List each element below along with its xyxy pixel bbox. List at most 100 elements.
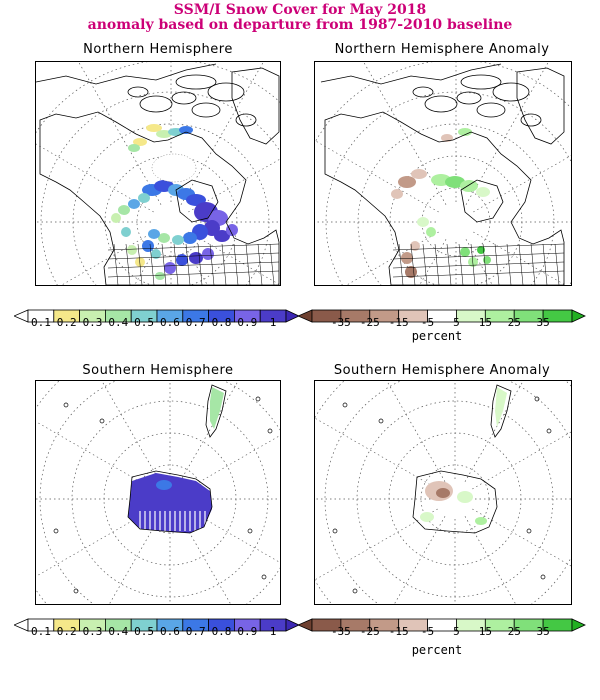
state-border <box>161 243 167 285</box>
hudson-bay-outline <box>460 179 504 223</box>
cover-tick-label: 0.3 <box>82 316 103 329</box>
anomaly-patch <box>391 189 403 199</box>
arctic-island <box>520 113 542 127</box>
antarctica-outline <box>412 470 498 534</box>
state-border <box>107 252 280 260</box>
meridian-line <box>386 381 446 482</box>
arctic-island <box>460 74 502 90</box>
meridian-line <box>464 516 517 604</box>
anomaly-tick-label: -15 <box>388 316 409 329</box>
map-northern-hemisphere-anomaly <box>314 61 572 286</box>
colorbar-end-arrow <box>285 618 300 632</box>
panel-title-nh: Northern Hemisphere <box>83 42 233 57</box>
southern-land <box>332 384 552 594</box>
island <box>534 396 540 402</box>
state-border <box>554 243 560 285</box>
anomaly-tick-label: 15 <box>478 316 492 329</box>
anomaly-tick-label: 25 <box>507 316 521 329</box>
island <box>540 574 546 580</box>
cover-tick-label: 0.9 <box>237 625 258 638</box>
snow-cover-patch <box>146 124 162 132</box>
colorbar-start-arrow <box>14 618 29 632</box>
cover-tick-label: 0.5 <box>134 316 155 329</box>
cover-tick-label: 0.1 <box>30 316 51 329</box>
anomaly-colorbar-bottom <box>298 618 586 632</box>
anomaly-tick-label: -5 <box>420 625 435 638</box>
meridian-line <box>188 158 280 213</box>
meridian-line <box>464 381 524 482</box>
island <box>255 396 261 402</box>
meridian-line <box>472 431 571 490</box>
arctic-island <box>492 82 530 102</box>
anomaly-patch <box>436 488 450 498</box>
panel-title-nh-anomaly: Northern Hemisphere Anomaly <box>334 42 550 57</box>
meridian-line <box>36 143 154 213</box>
island <box>63 402 69 408</box>
snow-cover-patch <box>172 235 184 245</box>
snow-cover-patch <box>179 126 193 134</box>
meridian-line <box>36 421 153 490</box>
island <box>352 588 358 594</box>
state-border <box>530 243 536 285</box>
map-southern-hemisphere-anomaly <box>314 380 572 605</box>
anomaly-tick-label: -5 <box>420 316 435 329</box>
meridian-line <box>187 435 280 490</box>
latitude-circle <box>421 187 491 257</box>
north-america-land <box>320 63 565 285</box>
cover-colorbar-bottom <box>14 618 300 632</box>
panel-title-sh-anomaly: Southern Hemisphere Anomaly <box>333 363 551 378</box>
anomaly-tick-label: -35 <box>330 625 351 638</box>
island <box>53 528 59 534</box>
state-border <box>446 243 452 285</box>
anomaly-tick-label: -35 <box>330 316 351 329</box>
state-border <box>107 243 280 251</box>
cover-tick-label: 0.1 <box>30 625 51 638</box>
figure-subtitle: anomaly based on departure from 1987-201… <box>87 17 513 33</box>
snow-cover-patch <box>183 232 197 244</box>
state-border <box>185 243 191 285</box>
south-america-outline <box>490 384 512 438</box>
state-border <box>392 270 565 278</box>
anomaly-patch <box>445 176 465 188</box>
latitude-circle <box>315 62 571 143</box>
snow-cover-patch <box>121 227 131 237</box>
anomaly-patch <box>460 180 478 192</box>
cover-tick-label: 0.6 <box>159 625 180 638</box>
snow-cover-patch <box>111 213 121 223</box>
island <box>99 418 105 424</box>
eurasia-coast <box>36 63 217 85</box>
island <box>332 528 338 534</box>
hudson-bay-outline <box>175 179 219 223</box>
cover-tick-label: 0.3 <box>82 625 103 638</box>
anomaly-colorbar-top <box>298 309 586 323</box>
cover-tick-label: 0.9 <box>237 316 258 329</box>
cover-colorbar-top <box>14 309 300 323</box>
state-border <box>410 243 416 285</box>
arctic-island <box>412 86 434 98</box>
cover-tick-label: 0.7 <box>185 625 206 638</box>
cover-tick-label: 0.6 <box>159 316 180 329</box>
andes-snow-cover <box>210 387 224 429</box>
meridian-line <box>101 381 161 482</box>
greenland-outline <box>231 67 280 145</box>
snow-cover-patch <box>164 262 176 274</box>
cover-tick-label: 0.2 <box>56 316 77 329</box>
anomaly-tick-label: -15 <box>388 625 409 638</box>
snow-cover-patch <box>202 248 214 260</box>
state-border <box>458 243 464 285</box>
state-border <box>221 243 227 285</box>
anomaly-patch <box>475 517 487 525</box>
snow-cover-patch <box>148 229 160 239</box>
anomaly-patch <box>411 169 427 179</box>
anomaly-tick-label: -25 <box>359 316 380 329</box>
andes-anomaly <box>495 387 507 427</box>
panel-title-sh: Southern Hemisphere <box>82 363 234 378</box>
island <box>73 588 79 594</box>
cover-tick-label: 0.8 <box>211 625 232 638</box>
map-northern-hemisphere <box>35 61 281 286</box>
state-border <box>173 243 179 285</box>
state-border <box>518 243 524 285</box>
southern-land <box>53 384 273 594</box>
colorbar-end-arrow <box>571 618 586 632</box>
cover-tick-label: 1 <box>269 316 277 329</box>
